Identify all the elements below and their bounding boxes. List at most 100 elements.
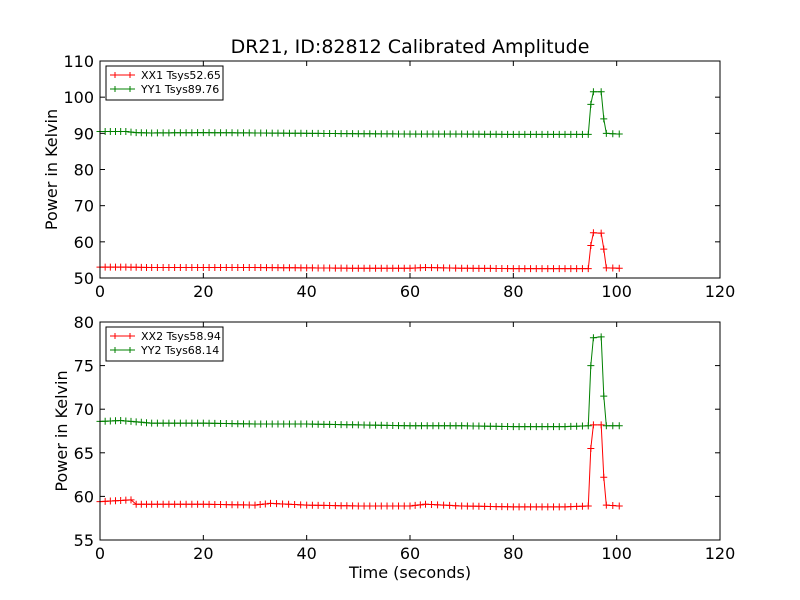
plus-marker xyxy=(112,72,133,78)
plus-marker xyxy=(112,86,133,92)
top-y-tick-label: 70 xyxy=(74,197,94,216)
bottom-x-tick-label: 120 xyxy=(705,544,736,563)
x-axis-label: Time (seconds) xyxy=(348,563,471,582)
plus-marker xyxy=(279,500,287,508)
plus-marker xyxy=(584,130,592,138)
top-x-tick-label: 100 xyxy=(601,282,632,301)
top-x-tick-label: 40 xyxy=(296,282,316,301)
plus-marker xyxy=(267,499,274,507)
bottom-y-axis-label: Power in Kelvin xyxy=(52,370,71,491)
plus-marker xyxy=(597,229,605,237)
bottom-y-tick-label: 55 xyxy=(74,531,94,550)
bottom-x-tick-label: 0 xyxy=(95,544,105,563)
top-series-markers-1 xyxy=(96,229,623,273)
top-legend-box xyxy=(105,65,224,101)
top-plot-frame xyxy=(99,60,721,279)
top-panel: DR21, ID:82812 Calibrated Amplitude 0 20 4… xyxy=(42,36,735,301)
top-x-tick-label: 20 xyxy=(193,282,213,301)
plus-marker xyxy=(584,502,592,510)
plus-marker xyxy=(256,501,264,509)
bottom-legend-label: YY2 Tsys68.14 xyxy=(140,344,219,357)
plus-marker xyxy=(602,501,610,509)
top-legend-label: XX1 Tsys52.65 xyxy=(141,69,221,82)
bottom-x-tick-label: 40 xyxy=(296,544,316,563)
plus-marker xyxy=(600,115,608,123)
plus-marker xyxy=(589,88,597,96)
plus-marker xyxy=(422,500,429,508)
plus-marker xyxy=(127,128,135,136)
plus-marker xyxy=(600,473,608,481)
plus-marker xyxy=(615,130,623,138)
plus-marker xyxy=(589,229,597,237)
plus-marker xyxy=(589,421,597,429)
plus-marker xyxy=(428,264,436,272)
plus-marker xyxy=(587,241,595,249)
plus-marker xyxy=(297,501,305,509)
plus-marker xyxy=(600,392,608,400)
plus-marker xyxy=(615,502,623,510)
plus-marker xyxy=(406,502,414,510)
plus-marker xyxy=(127,496,135,504)
plus-marker xyxy=(446,264,454,272)
plus-marker xyxy=(587,444,595,452)
bottom-y-tick-label: 75 xyxy=(74,357,94,376)
plus-marker xyxy=(609,502,617,510)
plus-marker xyxy=(609,130,617,138)
plus-marker xyxy=(584,265,592,273)
plus-marker xyxy=(615,264,623,272)
plus-marker xyxy=(602,264,610,272)
bottom-y-tick-label: 80 xyxy=(74,313,94,332)
plus-marker xyxy=(411,501,419,509)
bottom-x-tick-label: 100 xyxy=(601,544,632,563)
bottom-x-tick-label: 20 xyxy=(193,544,213,563)
top-legend-label: YY1 Tsys89.76 xyxy=(140,83,219,96)
plus-marker xyxy=(452,264,460,272)
plus-marker xyxy=(434,264,442,272)
plus-marker xyxy=(428,501,436,509)
plus-marker xyxy=(434,501,442,509)
plus-marker xyxy=(597,333,605,341)
plus-marker xyxy=(291,501,299,509)
bottom-series-markers-2 xyxy=(96,333,623,431)
plus-marker xyxy=(602,422,610,430)
plus-marker xyxy=(112,333,133,339)
plus-marker xyxy=(285,500,293,508)
top-y-tick-label: 100 xyxy=(63,88,94,107)
plus-marker xyxy=(587,362,595,370)
plus-marker xyxy=(597,421,605,429)
plus-marker xyxy=(112,347,133,353)
top-x-tick-label: 60 xyxy=(400,282,420,301)
plus-marker xyxy=(609,422,617,430)
chart-title: DR21, ID:82812 Calibrated Amplitude xyxy=(231,36,590,58)
bottom-y-tick-label: 60 xyxy=(74,487,94,506)
plus-marker xyxy=(261,500,269,508)
plus-marker xyxy=(609,264,617,272)
plus-marker xyxy=(584,422,592,430)
plus-marker xyxy=(587,100,595,108)
top-x-tick-label: 120 xyxy=(705,282,736,301)
plus-marker xyxy=(416,501,424,509)
plus-marker xyxy=(273,500,281,508)
bottom-legend-box xyxy=(105,326,224,362)
plus-marker xyxy=(422,264,429,272)
top-y-tick-label: 110 xyxy=(63,52,94,71)
plus-marker xyxy=(251,501,259,509)
plus-marker xyxy=(446,501,454,509)
top-y-tick-label: 90 xyxy=(74,124,94,143)
plus-marker xyxy=(615,422,623,430)
top-y-tick-label: 50 xyxy=(74,269,94,288)
top-y-tick-label: 80 xyxy=(74,161,94,180)
plus-marker xyxy=(597,88,605,96)
plus-marker xyxy=(452,502,460,510)
top-y-tick-label: 60 xyxy=(74,233,94,252)
plus-marker xyxy=(122,128,130,136)
plus-marker xyxy=(440,501,448,509)
plus-marker xyxy=(602,129,610,137)
top-x-tick-label: 80 xyxy=(503,282,523,301)
plus-marker xyxy=(600,245,608,253)
bottom-legend-label: XX2 Tsys58.94 xyxy=(141,330,221,343)
plus-marker xyxy=(589,334,597,342)
